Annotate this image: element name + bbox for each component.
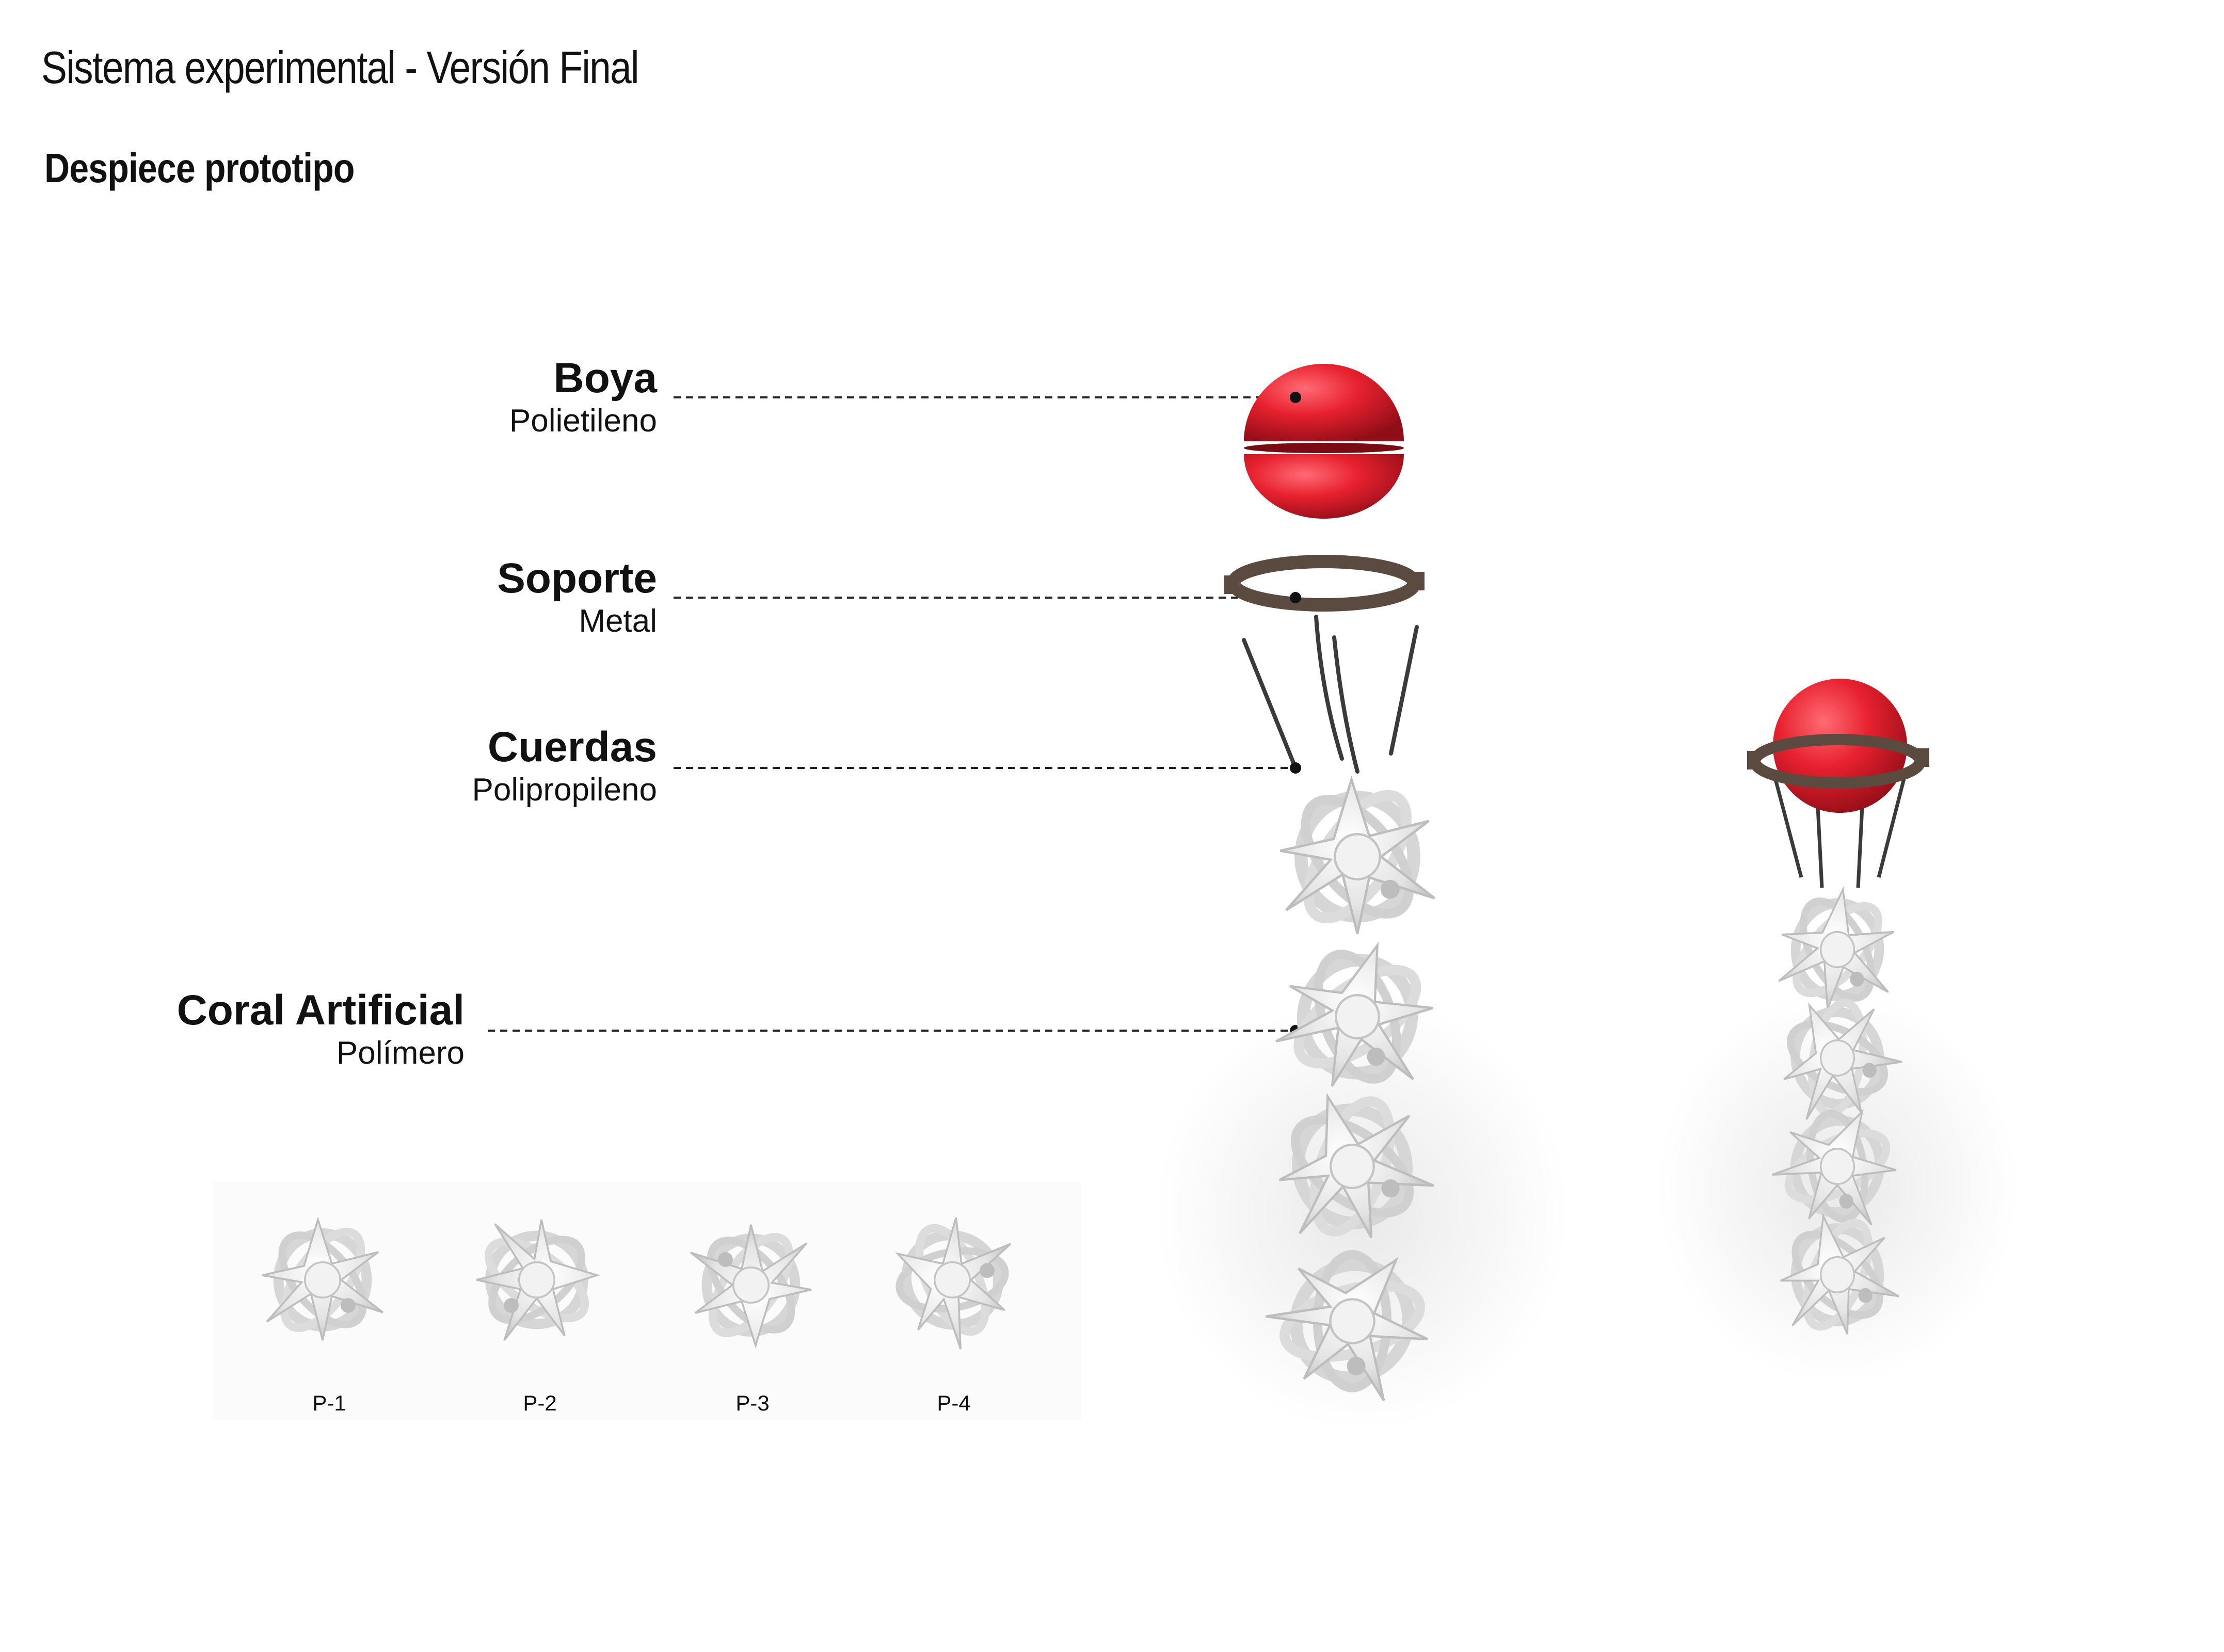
- ropes-exploded: [1242, 615, 1419, 774]
- label-soporte-name: Soporte: [497, 555, 657, 602]
- leader-lines: [488, 396, 1295, 1032]
- label-boya-material: Polietileno: [509, 403, 657, 439]
- rope-1: [1242, 638, 1298, 770]
- dot-soporte: [1290, 592, 1301, 603]
- coral-module-1: [1281, 780, 1435, 934]
- label-cuerdas-material: Polipropileno: [472, 772, 657, 808]
- rope-2: [1314, 615, 1344, 761]
- dot-boya: [1290, 392, 1301, 403]
- piece-label-p2: P-2: [523, 1391, 557, 1415]
- buoy-exploded: [1244, 364, 1404, 519]
- label-boya-name: Boya: [553, 355, 657, 402]
- label-soporte-material: Metal: [579, 603, 657, 639]
- page-title: Sistema experimental - Versión Final: [41, 42, 639, 93]
- piece-label-p4: P-4: [937, 1391, 971, 1415]
- piece-label-p1: P-1: [312, 1391, 346, 1415]
- rope-3: [1332, 635, 1359, 774]
- label-coral-material: Polímero: [336, 1035, 465, 1071]
- label-cuerdas-name: Cuerdas: [487, 724, 657, 771]
- label-coral-name: Coral Artificial: [177, 987, 465, 1034]
- label-soporte: Soporte Metal: [38, 556, 657, 643]
- label-cuerdas: Cuerdas Polipropileno: [38, 725, 657, 811]
- piece-label-p3: P-3: [735, 1391, 770, 1415]
- assembled-ring: [1747, 734, 1929, 789]
- buoy-top-half: [1244, 364, 1404, 441]
- assembled-prototype: [1747, 679, 1929, 1345]
- dot-cuerdas: [1290, 762, 1301, 774]
- buoy-bottom-half: [1244, 454, 1404, 519]
- page-subtitle: Despiece prototipo: [44, 145, 355, 191]
- label-boya: Boya Polietileno: [38, 356, 657, 442]
- label-coral: Coral Artificial Polímero: [0, 988, 465, 1074]
- support-ring-exploded: [1224, 555, 1425, 612]
- rope-4: [1389, 625, 1419, 756]
- assembled-shadow: [1657, 991, 2018, 1383]
